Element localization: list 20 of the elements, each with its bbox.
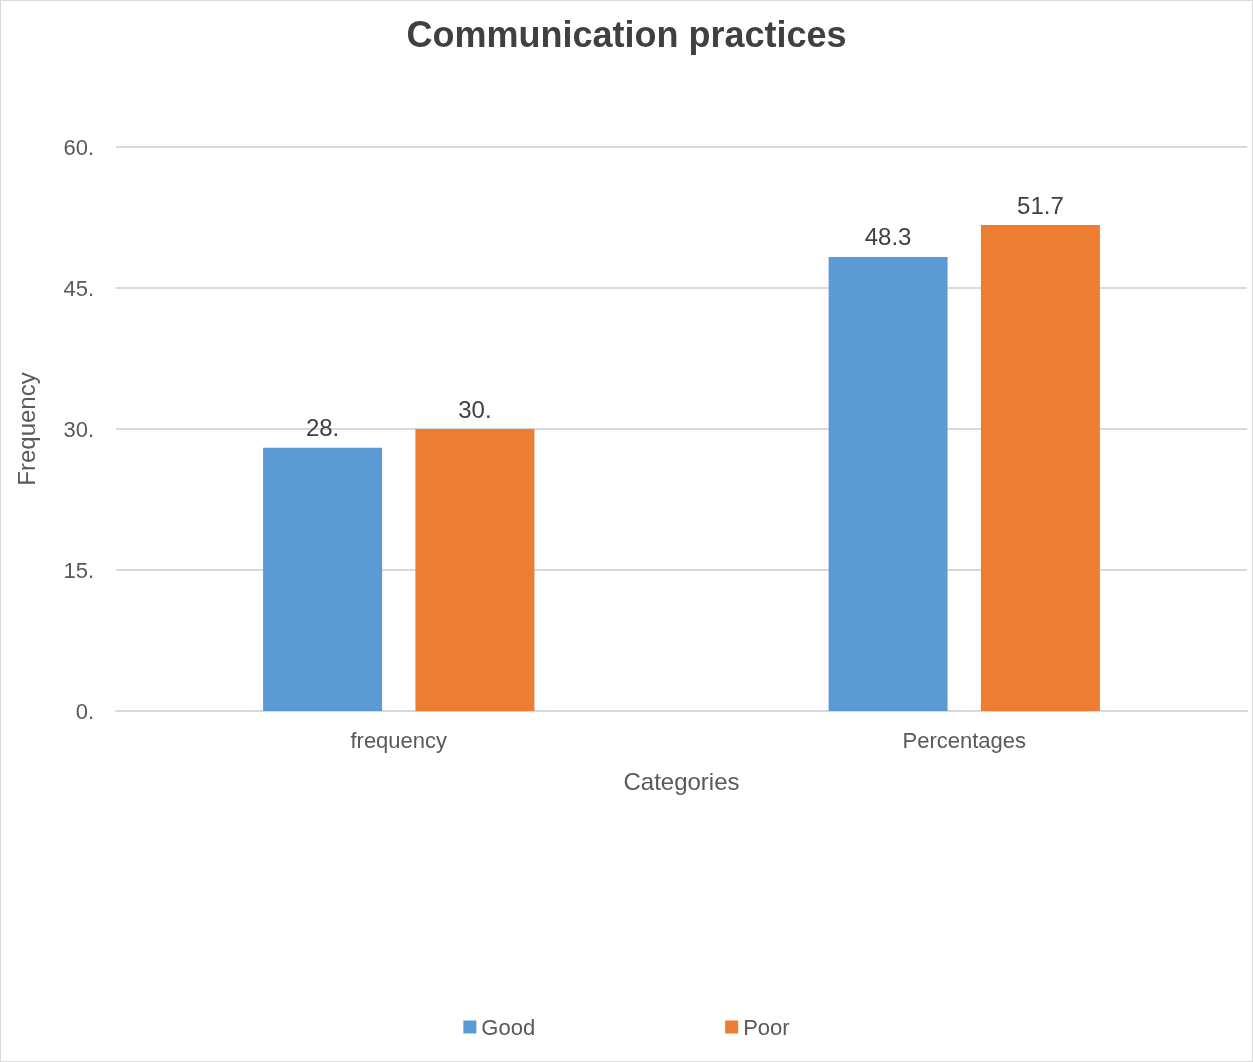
data-label: 28. (305, 414, 340, 442)
x-tick-label: Percentages (902, 727, 1027, 753)
legend-label: Good (481, 1014, 536, 1040)
x-axis-title: Categories (623, 767, 740, 795)
data-label: 51.7 (1017, 191, 1064, 219)
bar (415, 429, 535, 711)
y-tick-label: 45. (63, 275, 94, 301)
x-tick-label: frequency (350, 727, 448, 753)
y-tick-label: 30. (63, 416, 94, 442)
bar (980, 225, 1100, 711)
bar (263, 447, 383, 711)
y-tick-label: 0. (75, 698, 94, 724)
legend-label: Poor (743, 1014, 790, 1040)
y-axis-title: Frequency (12, 372, 40, 486)
chart-title: Communication practices (406, 13, 847, 55)
data-label: 48.3 (864, 223, 912, 251)
y-tick-label: 15. (63, 557, 94, 583)
bar (828, 256, 948, 711)
data-label: 30. (458, 395, 492, 423)
y-tick-label: 60. (63, 134, 94, 160)
